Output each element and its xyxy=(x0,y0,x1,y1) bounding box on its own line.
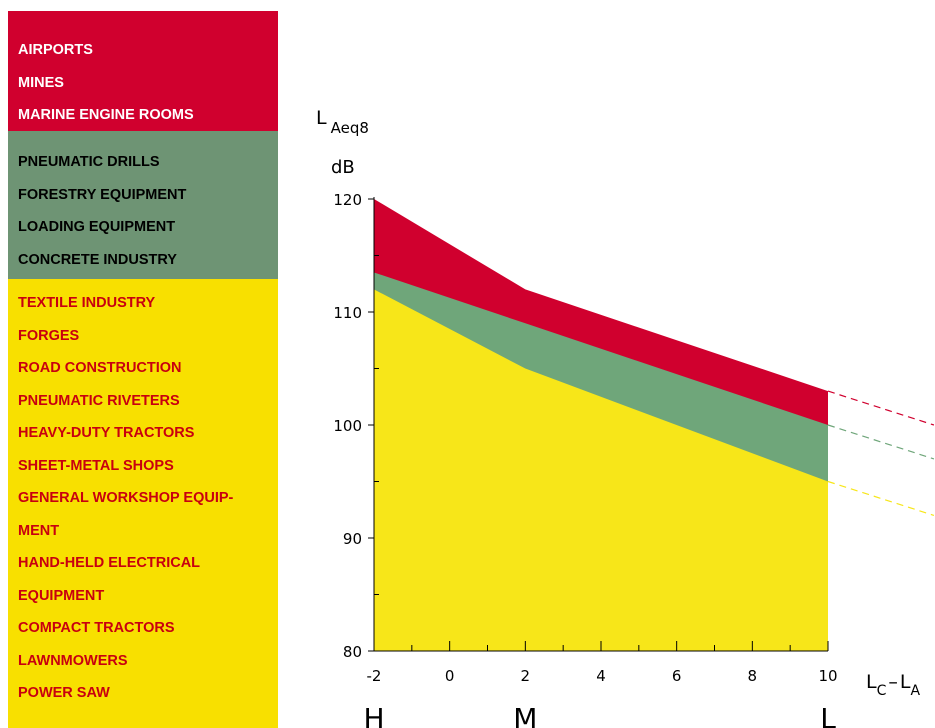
x-tick-label: 0 xyxy=(445,667,455,685)
legend-list-medium-noise: PNEUMATIC DRILLS FORESTRY EQUIPMENT LOADIN… xyxy=(8,131,278,276)
y-tick-label: 110 xyxy=(333,304,362,322)
legend-group-high-noise: AIRPORTS MINES MARINE ENGINE ROOMS xyxy=(8,11,278,131)
extrapolation-line xyxy=(827,480,935,516)
x-tick-label: 8 xyxy=(748,667,758,685)
legend-group-low-noise: TEXTILE INDUSTRY FORGES ROAD CONSTRUCTION P… xyxy=(8,279,278,728)
y-tick-label: 80 xyxy=(343,643,362,661)
legend-item: HAND-HELD ELECTRICAL xyxy=(18,555,201,571)
category-label: M xyxy=(513,702,537,728)
y-tick-label: 90 xyxy=(343,530,362,548)
legend-item: FORESTRY EQUIPMENT xyxy=(18,186,187,203)
x-tick-label: 10 xyxy=(818,667,837,685)
legend-item: MARINE ENGINE ROOMS xyxy=(18,107,194,123)
legend-item: PNEUMATIC RIVETERS xyxy=(18,392,180,409)
y-tick-label: 100 xyxy=(333,417,362,435)
legend-item: ROAD CONSTRUCTION xyxy=(18,360,182,376)
chart-axes xyxy=(368,197,829,652)
x-tick-label: 4 xyxy=(596,667,606,685)
legend-item: EQUIPMENT xyxy=(18,587,105,604)
chart-areas xyxy=(374,199,828,651)
chart-extrapolation-lines xyxy=(827,390,935,516)
legend-item: COMPACT TRACTORS xyxy=(18,620,175,636)
legend-item: GENERAL WORKSHOP EQUIP- xyxy=(18,490,234,506)
legend-item: HEAVY-DUTY TRACTORS xyxy=(18,425,195,441)
y-axis-unit: dB xyxy=(331,157,355,178)
extrapolation-line xyxy=(827,424,935,460)
legend-item: MENT xyxy=(18,522,60,539)
y-tick-label: 120 xyxy=(333,191,362,209)
x-tick-label: 2 xyxy=(521,667,531,685)
legend-item: SHEET-METAL SHOPS xyxy=(18,457,174,474)
chart-labels: L Aeq8 dB LC – LA 80 90 100 110 120 -2 0 2 4 6 8 10 H M L xyxy=(316,107,920,728)
category-label: L xyxy=(820,702,836,728)
category-label: H xyxy=(363,702,384,728)
legend-item: CONCRETE INDUSTRY xyxy=(18,251,177,268)
legend-list-high-noise: AIRPORTS MINES MARINE ENGINE ROOMS xyxy=(8,11,278,132)
x-axis-label: LC – LA xyxy=(866,671,920,699)
area-yellow-series xyxy=(374,289,828,651)
legend-item: TEXTILE INDUSTRY xyxy=(18,295,156,311)
legend-item: LOADING EQUIPMENT xyxy=(18,219,176,235)
x-tick-label: 6 xyxy=(672,667,682,685)
extrapolation-line xyxy=(827,390,935,426)
legend-item: FORGES xyxy=(18,327,80,344)
legend-list-low-noise: TEXTILE INDUSTRY FORGES ROAD CONSTRUCTION P… xyxy=(8,279,278,710)
legend-item: AIRPORTS xyxy=(18,42,93,58)
legend-item: POWER SAW xyxy=(18,685,110,701)
legend-item: PNEUMATIC DRILLS xyxy=(18,154,160,170)
y-axis-label: L Aeq8 xyxy=(316,107,369,137)
legend-item: LAWNMOWERS xyxy=(18,652,128,669)
legend-item: MINES xyxy=(18,74,64,91)
x-tick-label: -2 xyxy=(367,667,382,685)
legend-group-medium-noise: PNEUMATIC DRILLS FORESTRY EQUIPMENT LOADIN… xyxy=(8,131,278,279)
